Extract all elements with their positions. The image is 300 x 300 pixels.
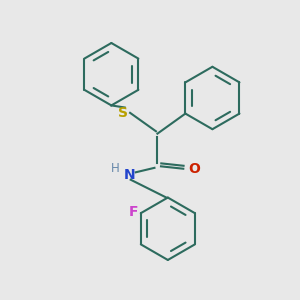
Text: O: O bbox=[189, 162, 200, 176]
Text: S: S bbox=[118, 106, 128, 120]
Text: H: H bbox=[111, 162, 119, 175]
Text: F: F bbox=[129, 205, 138, 219]
Text: N: N bbox=[123, 168, 135, 182]
